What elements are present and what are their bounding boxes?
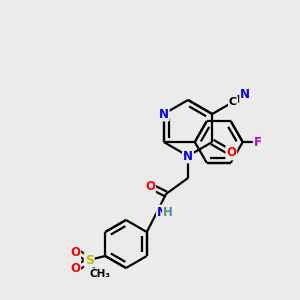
Text: CH₃: CH₃ <box>90 269 111 279</box>
Text: O: O <box>70 262 80 275</box>
Text: O: O <box>70 245 80 259</box>
Text: C: C <box>229 97 237 107</box>
Text: F: F <box>254 136 262 148</box>
Text: N: N <box>183 149 193 163</box>
Text: N: N <box>157 206 167 218</box>
Text: S: S <box>85 254 94 266</box>
Text: N: N <box>159 107 169 121</box>
Text: O: O <box>226 146 236 160</box>
Text: O: O <box>145 179 155 193</box>
Text: N: N <box>240 88 250 101</box>
Text: H: H <box>163 206 173 218</box>
